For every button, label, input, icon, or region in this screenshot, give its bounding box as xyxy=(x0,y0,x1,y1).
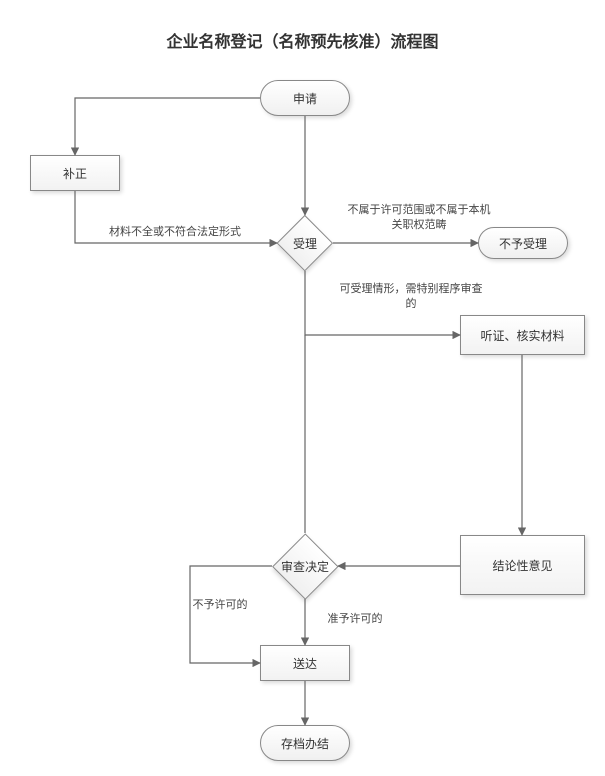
edge-e2 xyxy=(75,98,260,155)
edge-label-e4: 不属于许可范围或不属于本机关职权范畴 xyxy=(344,203,494,234)
node-shencha-label: 审查决定 xyxy=(272,533,338,599)
edge-label-e3: 材料不全或不符合法定形式 xyxy=(95,225,255,240)
node-jielun: 结论性意见 xyxy=(460,535,585,595)
edge-label-e10: 不予许可的 xyxy=(180,598,260,613)
edge-label-e5: 可受理情形，需特别程序审查的 xyxy=(336,282,486,313)
node-start: 申请 xyxy=(260,80,350,116)
node-songda: 送达 xyxy=(260,645,350,681)
node-tingzheng: 听证、核实材料 xyxy=(460,315,585,355)
edge-label-e9: 准予许可的 xyxy=(315,612,395,627)
page-title: 企业名称登记（名称预先核准）流程图 xyxy=(0,28,605,52)
node-end: 存档办结 xyxy=(260,725,350,761)
node-shouli-label: 受理 xyxy=(277,215,333,271)
node-buzheng: 补正 xyxy=(30,155,120,191)
